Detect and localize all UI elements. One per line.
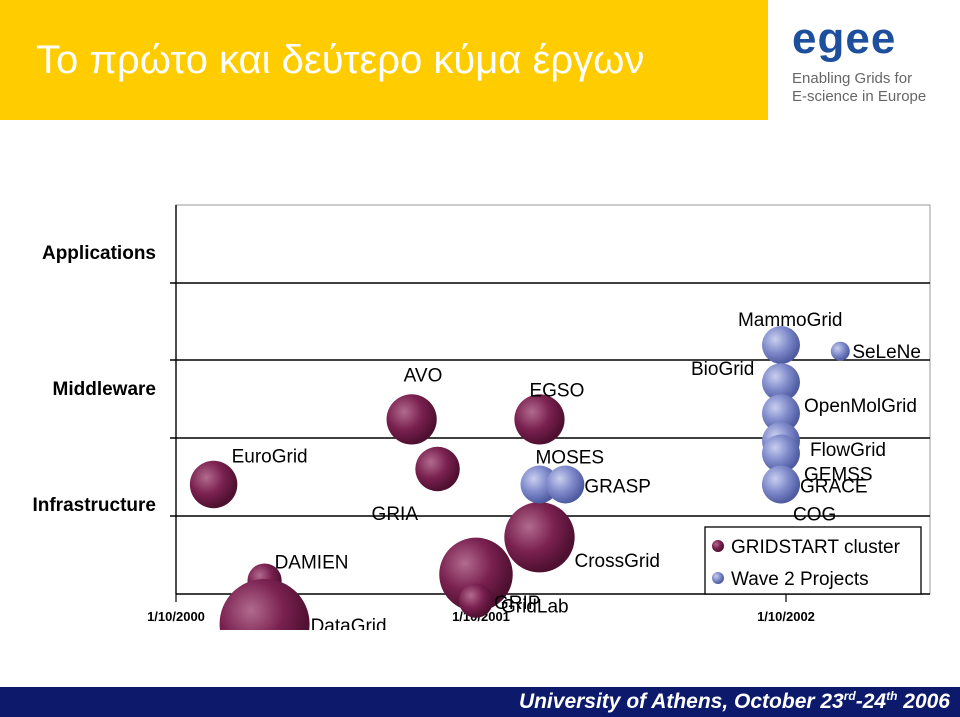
- bubble-label-moses: MOSES: [535, 448, 604, 469]
- bubble-label-grip: GRIP: [494, 593, 540, 614]
- footer-band: University of Athens, October 23rd-24th …: [0, 687, 960, 717]
- header-band: [0, 0, 768, 120]
- bubble-openmolgrid: [762, 394, 800, 433]
- bubble-label-openmolgrid: OpenMolGrid: [804, 396, 917, 417]
- bubble-selene: [830, 341, 850, 361]
- bubble-label-biogrid: BioGrid: [691, 359, 754, 380]
- footer-end: 2006: [897, 690, 950, 713]
- footer-main: University of Athens, October 23: [518, 690, 844, 713]
- logo-tagline-1: Enabling Grids for: [792, 70, 913, 87]
- bubble-grip: [458, 583, 494, 618]
- bubble-eurogrid: [189, 460, 238, 509]
- bubble-gemss: [762, 434, 800, 473]
- bubble-label-cog: COG: [793, 505, 836, 526]
- bubble-label-grace: GRACE: [800, 477, 868, 498]
- logo-tagline-2: E-science in Europe: [792, 88, 927, 105]
- footer-mid: -24: [855, 690, 887, 713]
- bubble-avo: [386, 394, 437, 445]
- bubble-label-crossgrid: CrossGrid: [574, 551, 660, 572]
- bubble-label-gria: GRIA: [372, 504, 419, 525]
- footer-sup-1: rd: [843, 689, 856, 703]
- y-category-label: Applications: [42, 243, 156, 264]
- y-category-label: Middleware: [53, 379, 156, 400]
- legend-label: GRIDSTART cluster: [731, 537, 901, 558]
- bubble-label-datagrid: DataGrid: [311, 616, 387, 630]
- footer-sup-2: th: [886, 689, 898, 703]
- bubble-gridlab: [439, 537, 513, 612]
- x-tick-label: 1/10/2000: [147, 609, 205, 624]
- bubble-label-mammogrid: MammoGrid: [738, 310, 843, 331]
- logo-wordmark: egee: [792, 14, 897, 63]
- bubble-label-selene: SeLeNe: [852, 342, 921, 363]
- bubble-datagrid: [219, 579, 310, 630]
- bubble-grasp: [546, 465, 585, 504]
- bubble-label-flowgrid: FlowGrid: [810, 440, 886, 461]
- bubble-egso: [514, 394, 565, 445]
- project-timeline-chart: Applications Middleware Infrastructure 1/10…: [32, 204, 931, 630]
- legend-box: [704, 526, 922, 595]
- bubble-biogrid: [762, 363, 800, 402]
- x-tick-label: 1/10/2002: [757, 609, 815, 624]
- bubble-label-gemss: GEMSS: [804, 465, 873, 486]
- bubble-label-gridlab: GridLab: [501, 596, 569, 617]
- legend-label: Wave 2 Projects: [731, 569, 869, 590]
- footer-text: University of Athens, October 23rd-24th …: [519, 689, 950, 714]
- bubble-label-grasp: GRASP: [584, 477, 651, 498]
- bubble-crossgrid: [504, 502, 575, 573]
- bubble-label-damien: DAMIEN: [275, 553, 349, 574]
- bubble-gria: [415, 446, 460, 492]
- bubble-label-avo: AVO: [404, 365, 443, 386]
- slide-title: Το πρώτο και δεύτερο κύμα έργων: [36, 38, 645, 82]
- y-category-label: Infrastructure: [32, 495, 156, 516]
- bubble-cog: [762, 465, 800, 504]
- bubble-label-eurogrid: EuroGrid: [232, 447, 308, 468]
- bubble-mammogrid: [762, 326, 800, 364]
- bubble-label-egso: EGSO: [529, 380, 584, 401]
- egee-logo: egee Enabling Grids for E-science in Eur…: [780, 14, 950, 114]
- legend-marker: [712, 572, 724, 584]
- legend-marker: [712, 540, 724, 552]
